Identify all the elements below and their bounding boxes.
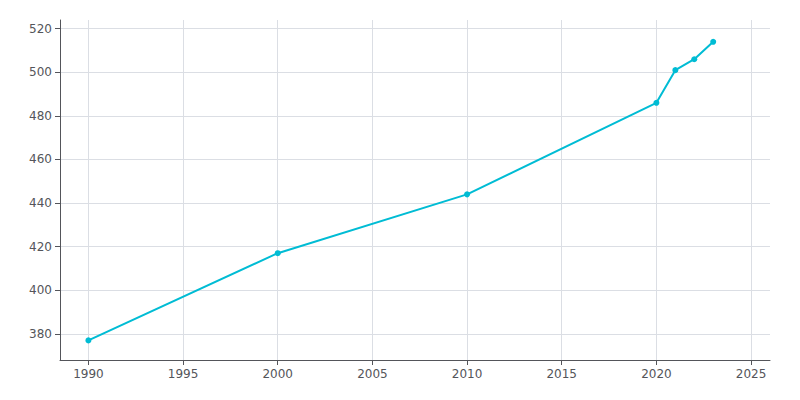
svg-text:2020: 2020 bbox=[641, 367, 672, 381]
svg-text:420: 420 bbox=[29, 240, 52, 254]
svg-text:380: 380 bbox=[29, 327, 52, 341]
svg-text:2000: 2000 bbox=[262, 367, 293, 381]
svg-text:480: 480 bbox=[29, 109, 52, 123]
svg-text:1990: 1990 bbox=[73, 367, 104, 381]
svg-text:520: 520 bbox=[29, 22, 52, 36]
svg-text:2025: 2025 bbox=[736, 367, 767, 381]
svg-text:2015: 2015 bbox=[546, 367, 577, 381]
svg-text:1995: 1995 bbox=[168, 367, 199, 381]
svg-text:440: 440 bbox=[29, 196, 52, 210]
svg-text:2005: 2005 bbox=[357, 367, 388, 381]
svg-text:460: 460 bbox=[29, 152, 52, 166]
svg-text:500: 500 bbox=[29, 65, 52, 79]
svg-text:400: 400 bbox=[29, 283, 52, 297]
svg-text:2010: 2010 bbox=[452, 367, 483, 381]
